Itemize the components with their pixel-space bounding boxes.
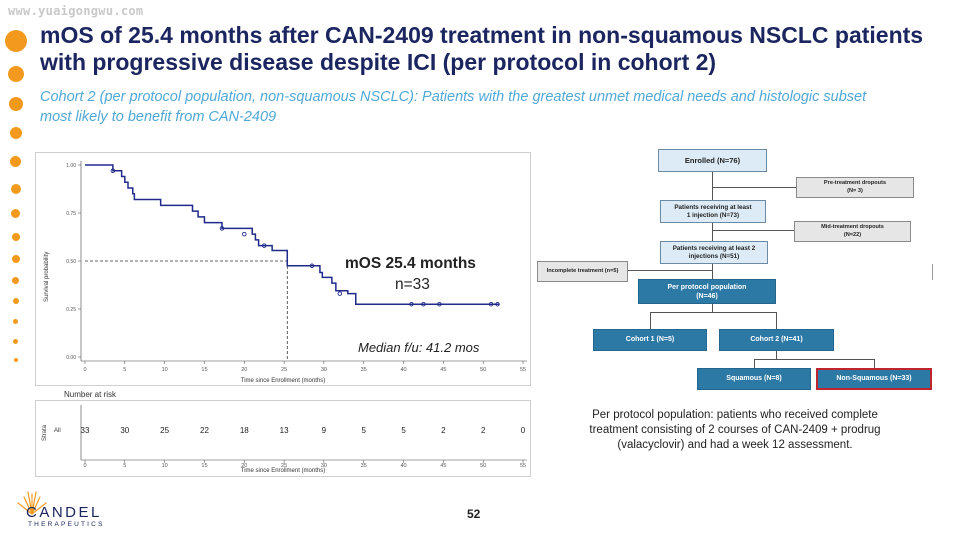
x-tick-label: 5 xyxy=(123,367,126,373)
flow-cohort2: Cohort 2 (N=41) xyxy=(719,329,834,351)
x-tick-label: 15 xyxy=(201,367,207,373)
risk-count: 0 xyxy=(521,426,526,435)
risk-table: Strata All 33030525102215182013259305355… xyxy=(42,405,527,474)
row-label: All xyxy=(54,428,61,434)
censor-mark xyxy=(409,301,414,307)
median-guides xyxy=(85,260,288,361)
flow-per-protocol: Per protocol population (N=46) xyxy=(638,279,776,304)
flow-incomplete: Incomplete treatment (n=5) xyxy=(537,261,628,282)
watermark-text: www.yuaigongwu.com xyxy=(8,4,144,18)
risk-x-tick-label: 15 xyxy=(201,463,207,469)
risk-count: 9 xyxy=(322,426,327,435)
x-tick-label: 50 xyxy=(480,367,486,373)
mos-annotation: mOS 25.4 months xyxy=(345,255,476,272)
x-tick-label: 25 xyxy=(281,367,287,373)
censor-mark xyxy=(261,243,267,248)
logo-subtitle: THERAPEUTICS xyxy=(28,521,105,528)
median-followup: Median f/u: 41.2 mos xyxy=(358,340,480,355)
candel-logo-icon xyxy=(17,491,47,515)
y-tick-label: 0.00 xyxy=(66,355,76,361)
strata-label: Strata xyxy=(42,424,48,441)
censor-mark xyxy=(337,291,343,296)
km-chart-panel xyxy=(35,152,531,386)
flow-enrolled: Enrolled (N=76) xyxy=(658,149,767,172)
risk-counts: 33 0 30 5 25 10 22 15 18 20 13 25 9 30 5 35 5 40 2 45 2 50 0 55 xyxy=(81,405,527,469)
footnote: Per protocol population: patients who re… xyxy=(589,409,881,451)
x-tick-label: 45 xyxy=(440,367,446,373)
flow-one-injection: Patients receiving at least 1 injection … xyxy=(660,200,766,223)
risk-count: 2 xyxy=(481,426,486,435)
x-axis-label: Time since Enrollment (months) xyxy=(241,378,325,384)
x-tick-label: 20 xyxy=(241,367,247,373)
flow-cohort1: Cohort 1 (N=5) xyxy=(593,329,707,351)
flow-mid-dropouts: Mid-treatment dropouts (N=22) xyxy=(794,221,911,242)
x-tick-label: 35 xyxy=(361,367,367,373)
logo-wordmark: CANDEL xyxy=(26,504,102,521)
risk-x-label: Time since Enrollment (months) xyxy=(241,468,325,474)
risk-count: 18 xyxy=(240,426,249,435)
risk-x-tick-label: 5 xyxy=(123,463,126,469)
km-ticks: 0 5 10 15 20 25 30 35 40 45 50 55 0.00 0.25 0.50 0.75 1.… xyxy=(66,163,526,373)
censor-mark xyxy=(437,301,442,307)
flow-two-injections: Patients receiving at least 2 injections… xyxy=(660,241,768,264)
risk-count: 25 xyxy=(160,426,169,435)
flow-non-squamous: Non-Squamous (N=33) xyxy=(816,368,932,390)
y-tick-label: 1.00 xyxy=(66,163,76,169)
x-tick-label: 30 xyxy=(321,367,327,373)
y-tick-label: 0.25 xyxy=(66,307,76,313)
censor-mark xyxy=(421,301,426,307)
risk-x-tick-label: 45 xyxy=(440,463,446,469)
slide-subtitle: Cohort 2 (per protocol population, non-s… xyxy=(40,89,867,125)
risk-table-panel xyxy=(35,400,531,477)
risk-count: 5 xyxy=(362,426,367,435)
censor-marks xyxy=(110,168,500,307)
censor-mark xyxy=(495,301,500,307)
survival-curve xyxy=(85,164,500,305)
censor-mark xyxy=(242,231,247,237)
censor-mark xyxy=(110,168,116,174)
risk-x-tick-label: 35 xyxy=(361,463,367,469)
page-number: 52 xyxy=(467,507,481,521)
flow-squamous: Squamous (N=8) xyxy=(697,368,811,390)
x-tick-label: 0 xyxy=(83,367,86,373)
risk-x-tick-label: 10 xyxy=(162,463,168,469)
y-tick-label: 0.75 xyxy=(66,211,76,217)
censor-mark xyxy=(309,263,315,269)
risk-count: 5 xyxy=(401,426,406,435)
risk-table-title: Number at risk xyxy=(64,390,117,399)
risk-count: 2 xyxy=(441,426,446,435)
risk-count: 13 xyxy=(280,426,289,435)
divider-mark xyxy=(932,264,933,280)
risk-x-tick-label: 25 xyxy=(281,463,287,469)
km-chart: 0 5 10 15 20 25 30 35 40 45 50 55 0.00 0.25 0.50 0.75 1.… xyxy=(44,161,527,384)
n-annotation: n=33 xyxy=(395,276,430,293)
x-tick-label: 40 xyxy=(400,367,406,373)
flow-pre-dropouts: Pre-treatment dropouts (N= 3) xyxy=(796,177,914,198)
risk-x-tick-label: 20 xyxy=(241,463,247,469)
censor-mark xyxy=(219,226,225,231)
risk-x-tick-label: 30 xyxy=(321,463,327,469)
x-tick-label: 10 xyxy=(162,367,168,373)
risk-count: 22 xyxy=(200,426,209,435)
risk-x-tick-label: 40 xyxy=(400,463,406,469)
risk-count: 30 xyxy=(120,426,129,435)
y-tick-label: 0.50 xyxy=(66,259,76,265)
risk-x-tick-label: 55 xyxy=(520,463,526,469)
risk-x-tick-label: 50 xyxy=(480,463,486,469)
risk-count: 33 xyxy=(81,426,90,435)
x-tick-label: 55 xyxy=(520,367,526,373)
censor-mark xyxy=(488,301,494,307)
risk-x-tick-label: 0 xyxy=(83,463,86,469)
slide-title: mOS of 25.4 months after CAN-2409 treatm… xyxy=(40,22,924,75)
y-axis-label: Survival probability xyxy=(44,252,50,302)
